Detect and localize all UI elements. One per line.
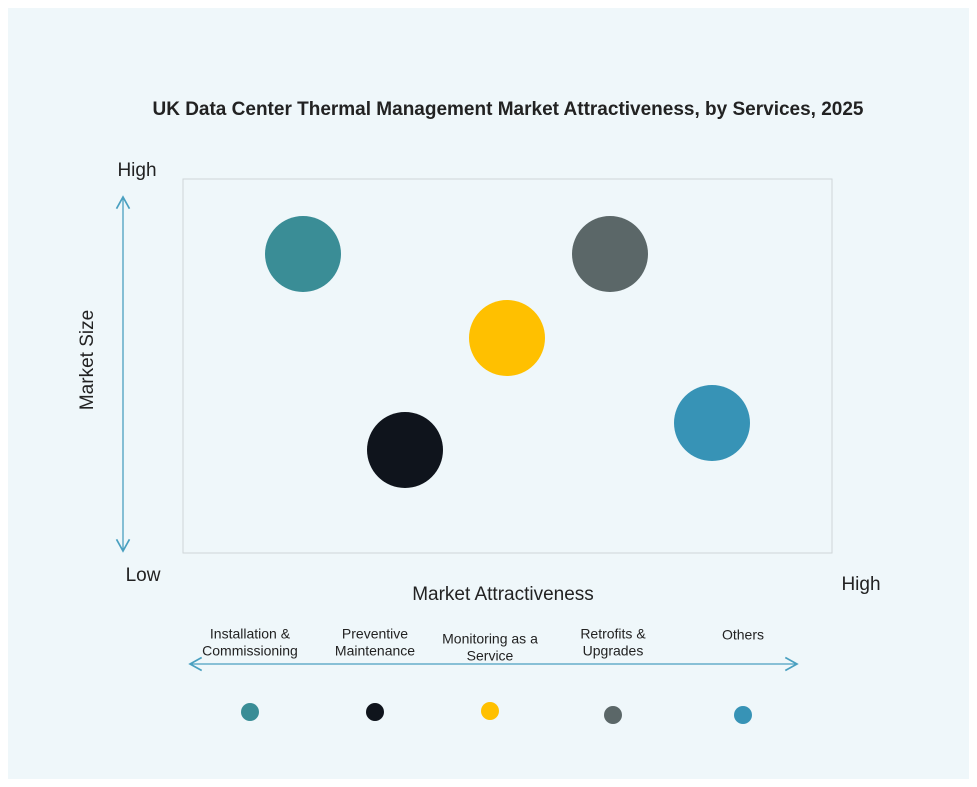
legend-dot: [734, 706, 752, 724]
legend-label: Service: [467, 648, 514, 664]
legend-label: Maintenance: [335, 643, 415, 659]
y-low: Low: [126, 565, 161, 586]
legend-dot: [241, 703, 259, 721]
plot-area: [182, 178, 833, 554]
bubble: [674, 385, 750, 461]
bubble: [469, 300, 545, 376]
legend-label: Commissioning: [202, 643, 298, 659]
legend-label: Preventive: [342, 626, 408, 642]
legend-label: Monitoring as a: [442, 631, 538, 647]
legend-dot: [366, 703, 384, 721]
legend-dot: [481, 702, 499, 720]
x-label: Market Attractiveness: [412, 584, 594, 605]
title: UK Data Center Thermal Management Market…: [152, 99, 863, 120]
legend-label: Retrofits &: [580, 626, 646, 642]
bubble: [367, 412, 443, 488]
bubble: [265, 216, 341, 292]
panel: [8, 8, 969, 779]
x-high: High: [841, 574, 880, 595]
y-label: Market Size: [77, 310, 98, 410]
bubble: [572, 216, 648, 292]
legend-dot: [604, 706, 622, 724]
y-high: High: [117, 160, 156, 181]
legend-label: Upgrades: [583, 643, 644, 659]
legend-label: Others: [722, 627, 764, 643]
legend-label: Installation &: [210, 626, 291, 642]
